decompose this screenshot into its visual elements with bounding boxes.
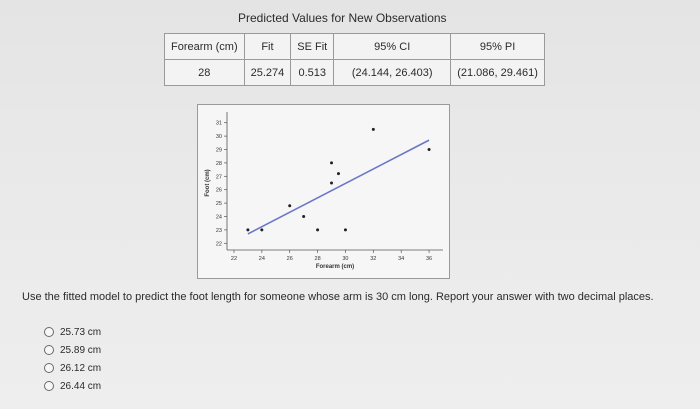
data-point: [288, 204, 292, 208]
y-tick-label: 27: [216, 174, 222, 180]
x-tick-label: 28: [315, 256, 321, 262]
scatter-plot-svg: Foot (cm) Forearm (cm) 22 23 24 25 26 27 28 29 3…: [197, 104, 450, 279]
y-tick-label: 28: [216, 161, 222, 167]
y-axis-label: Foot (cm): [205, 169, 211, 196]
data-point: [336, 172, 340, 176]
header-se-fit: SE Fit: [290, 33, 335, 60]
regression-line: [247, 139, 430, 235]
y-tick-label: 29: [216, 148, 222, 154]
table-header-row: Forearm (cm) Fit SE Fit 95% CI 95% PI: [164, 33, 545, 60]
data-point: [330, 181, 334, 185]
data-point: [260, 228, 264, 232]
header-fit: Fit: [243, 33, 292, 60]
y-tick-label: 25: [216, 201, 222, 207]
option-2[interactable]: 25.89 cm: [44, 341, 101, 359]
y-tick-label: 26: [216, 188, 222, 194]
cell-fit: 25.274: [243, 59, 292, 86]
data-point: [343, 228, 347, 232]
x-tick-label: 36: [426, 256, 432, 262]
x-tick-label: 30: [342, 256, 348, 262]
data-point: [427, 148, 431, 151]
cell-ci: (24.144, 26.403): [333, 59, 452, 86]
option-1[interactable]: 25.73 cm: [44, 323, 101, 341]
x-tick-label: 22: [231, 256, 237, 262]
y-tick-label: 22: [216, 241, 222, 247]
data-point: [246, 228, 250, 232]
scatter-plot: Foot (cm) Forearm (cm) 22 23 24 25 26 27 28 29 3…: [197, 104, 450, 279]
x-tick-label: 34: [398, 256, 404, 262]
plot-frame: [197, 104, 450, 279]
cell-se-fit: 0.513: [290, 59, 335, 86]
option-label: 25.89 cm: [60, 344, 102, 356]
data-point: [302, 215, 306, 218]
cell-forearm: 28: [164, 59, 245, 86]
option-3[interactable]: 26.12 cm: [44, 359, 101, 377]
option-4[interactable]: 26.44 cm: [44, 377, 101, 395]
option-label: 25.73 cm: [60, 326, 102, 338]
answer-options: 25.73 cm 25.89 cm 26.12 cm 26.44 cm: [44, 323, 101, 395]
y-tick-label: 31: [216, 121, 222, 127]
option-label: 26.12 cm: [60, 362, 102, 374]
question-text: Use the fitted model to predict the foot…: [22, 291, 654, 303]
radio-button[interactable]: [44, 345, 54, 355]
header-ci: 95% CI: [333, 33, 452, 60]
x-tick-label: 32: [370, 256, 376, 262]
y-tick-label: 23: [216, 228, 222, 234]
table-row: 28 25.274 0.513 (24.144, 26.403) (21.086…: [164, 59, 545, 86]
y-tick-label: 30: [216, 134, 222, 140]
data-point: [371, 127, 375, 131]
data-point: [316, 228, 320, 232]
radio-button[interactable]: [44, 327, 54, 337]
x-tick-label: 26: [287, 256, 293, 262]
cell-pi: (21.086, 29.461): [450, 59, 545, 86]
header-forearm: Forearm (cm): [164, 33, 245, 60]
table-title: Predicted Values for New Observations: [238, 11, 447, 25]
option-label: 26.44 cm: [60, 380, 102, 392]
radio-button[interactable]: [44, 381, 54, 391]
radio-button[interactable]: [44, 363, 54, 373]
header-pi: 95% PI: [450, 33, 545, 60]
predicted-values-table: Forearm (cm) Fit SE Fit 95% CI 95% PI 28…: [164, 33, 545, 86]
y-tick-label: 24: [216, 215, 222, 221]
x-tick-label: 24: [259, 256, 265, 262]
x-axis-label: Forearm (cm): [316, 264, 354, 270]
data-point: [330, 161, 334, 165]
